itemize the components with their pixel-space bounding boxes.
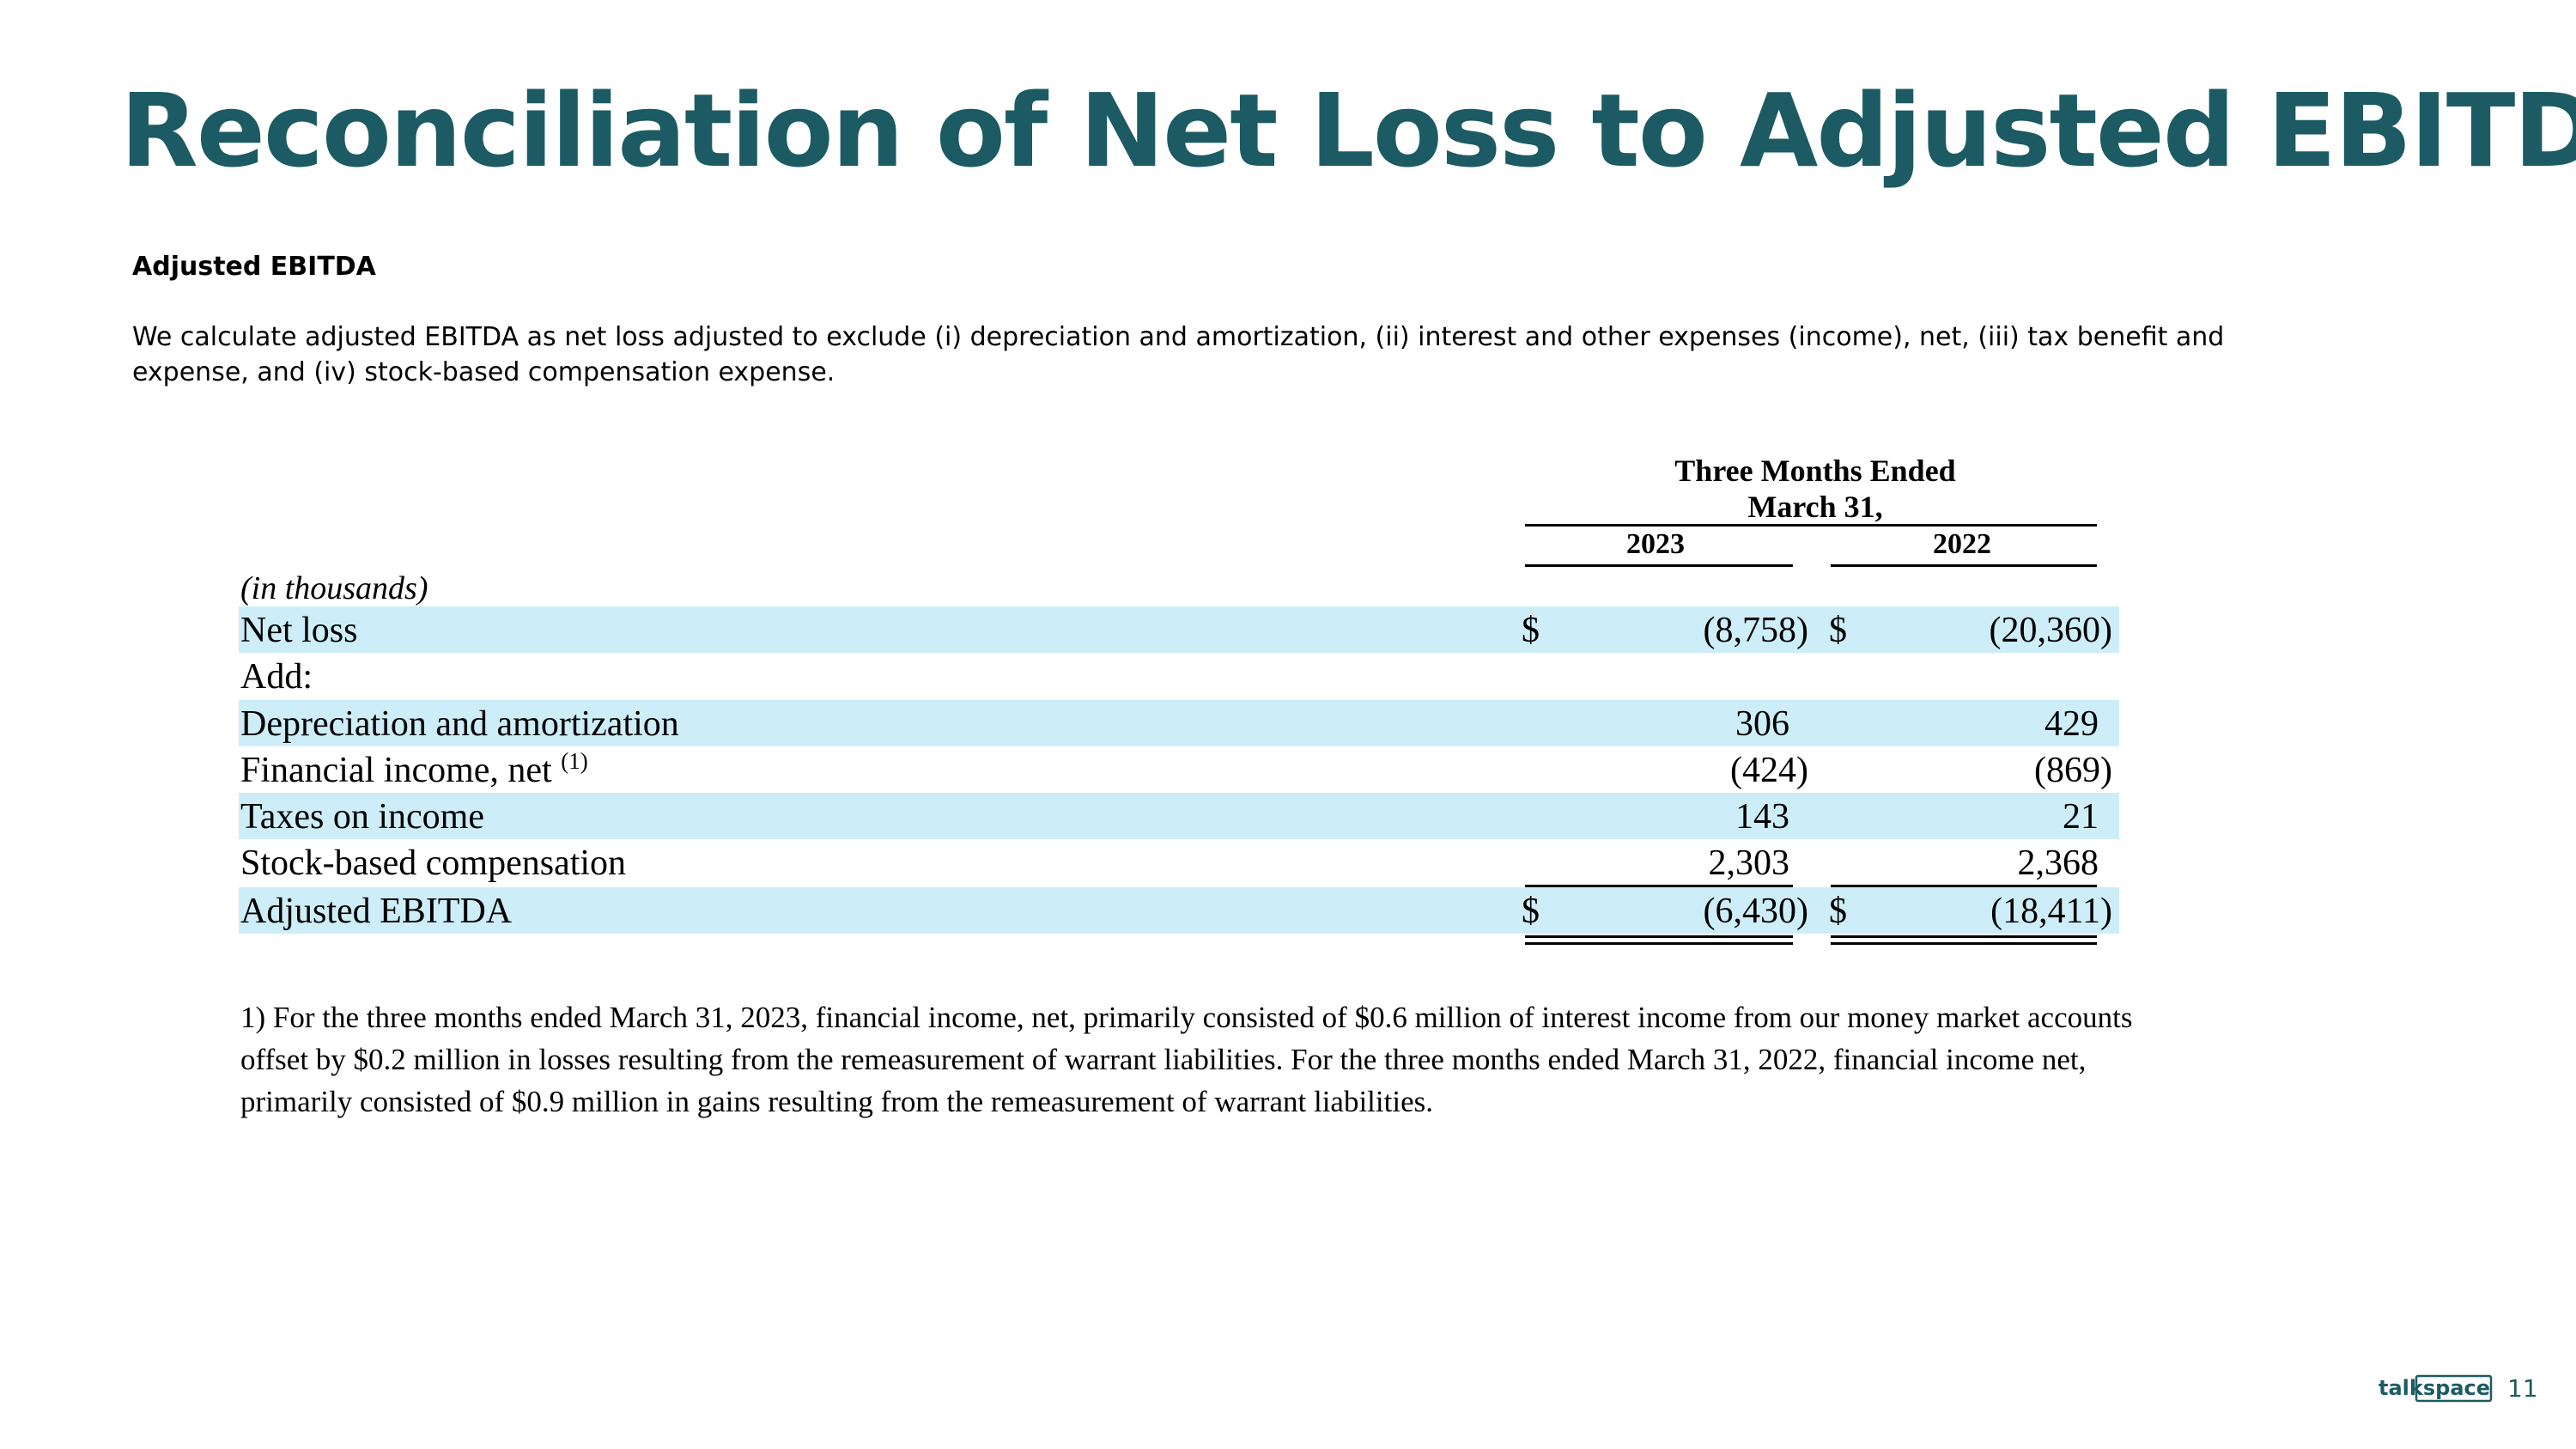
row-label: Add: [240, 657, 313, 697]
value-2023: 143 [1735, 797, 1789, 837]
column-underline-2023 [1525, 564, 1793, 567]
value-2022: 2,368 [2017, 843, 2099, 883]
table-row: Adjusted EBITDA $ (6,430) $ (18,411) [239, 887, 2119, 934]
column-header-2022: 2022 [1933, 528, 1991, 560]
page-number: 11 [2507, 1374, 2538, 1403]
total-double-rule-2022 [1831, 935, 2097, 945]
table-row: Add: [239, 653, 2119, 699]
value-2023: 2,303 [1708, 843, 1790, 883]
section-description: We calculate adjusted EBITDA as net loss… [132, 322, 2225, 387]
table-row: Financial income, net (1) (424) (869) [239, 746, 2119, 793]
row-label: Taxes on income [240, 797, 484, 837]
table-row: Taxes on income 143 21 [239, 793, 2119, 839]
subtotal-rule-2023 [1525, 885, 1793, 887]
table-row: Net loss $ (8,758) $ (20,360) [239, 606, 2119, 653]
value-2022: 429 [2044, 704, 2099, 744]
currency-symbol: $ [1829, 611, 1847, 650]
page-title: Reconciliation of Net Loss to Adjusted E… [120, 71, 2576, 190]
table-row: Depreciation and amortization 306 429 [239, 700, 2119, 746]
subtotal-rule-2022 [1831, 885, 2097, 887]
value-2022: (869) [2034, 751, 2112, 790]
currency-symbol: $ [1522, 892, 1540, 931]
value-2022: 21 [2063, 797, 2099, 837]
table-row: Stock-based compensation 2,303 2,368 [239, 839, 2119, 886]
value-2023: (424) [1730, 751, 1808, 790]
value-2023: 306 [1735, 704, 1789, 744]
value-2022: (20,360) [1989, 611, 2112, 650]
currency-symbol: $ [1522, 611, 1540, 650]
talkspace-logo: talkspace [2379, 1374, 2493, 1403]
logo-text: talkspace [2379, 1376, 2490, 1400]
footnote-text: 1) For the three months ended March 31, … [240, 1001, 2133, 1118]
column-header-2023: 2023 [1626, 528, 1685, 560]
total-double-rule-2023 [1525, 935, 1793, 945]
unit-label: (in thousands) [240, 570, 428, 606]
section-heading: Adjusted EBITDA [132, 252, 376, 282]
column-underline-2022 [1831, 564, 2097, 567]
row-label: Depreciation and amortization [240, 704, 679, 744]
value-2022: (18,411) [1990, 892, 2112, 931]
row-label: Adjusted EBITDA [240, 892, 513, 931]
value-2023: (8,758) [1703, 611, 1808, 650]
row-label: Stock-based compensation [240, 843, 627, 883]
period-header-line2: March 31, [1747, 490, 1883, 524]
value-2023: (6,430) [1703, 892, 1808, 931]
logo-speech-box [2415, 1374, 2493, 1403]
footnote-marker: (1) [561, 748, 588, 774]
period-header-line1: Three Months Ended [1674, 454, 1956, 488]
period-header-underline [1525, 524, 2097, 527]
row-label: Financial income, net (1) [240, 748, 588, 791]
currency-symbol: $ [1829, 892, 1847, 931]
row-label: Net loss [240, 611, 358, 650]
